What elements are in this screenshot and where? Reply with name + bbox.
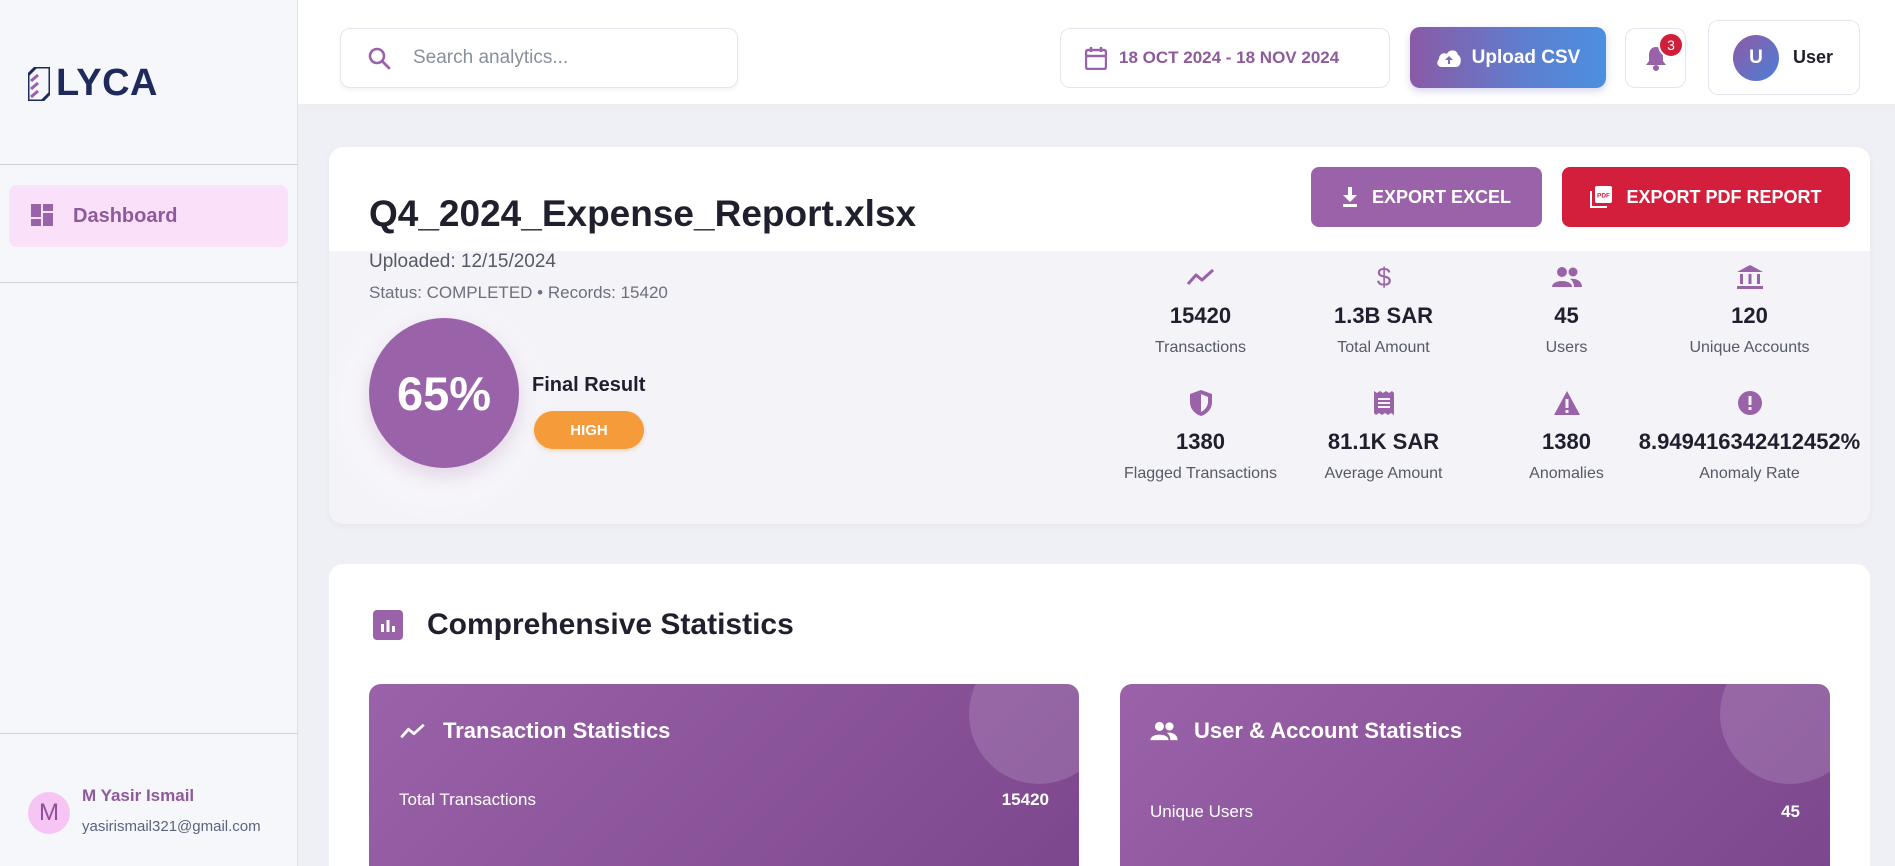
metric-anomaly-rate: 8.949416342412452% Anomaly Rate (1639, 385, 1860, 497)
sidebar-divider (0, 164, 298, 165)
download-icon (1342, 187, 1357, 207)
panel-title: User & Account Statistics (1194, 718, 1463, 743)
metric-value: 1.3B SAR (1333, 303, 1434, 328)
stat-value: 15420 (1001, 790, 1049, 809)
report-status-line: Status: COMPLETED • Records: 15420 (369, 283, 668, 302)
top-bar-shadow (298, 104, 1895, 118)
metric-total-amount: $ 1.3B SAR Total Amount (1292, 259, 1475, 371)
search-icon (368, 47, 391, 70)
upload-csv-label: Upload CSV (1471, 46, 1581, 68)
avatar: M (28, 792, 70, 834)
logo-mark-icon (28, 66, 50, 101)
user-name: M Yasir Ismail (82, 786, 195, 805)
metric-average-amount: 81.1K SAR Average Amount (1292, 385, 1475, 497)
notification-badge: 3 (1658, 32, 1684, 58)
comprehensive-statistics-card: Comprehensive Statistics Transaction Sta… (329, 564, 1870, 866)
sidebar-item-label: Dashboard (73, 204, 178, 227)
metric-value: 1380 (1542, 429, 1591, 454)
cloud-upload-icon (1436, 49, 1461, 67)
export-excel-button[interactable]: EXPORT EXCEL (1311, 167, 1542, 227)
upload-csv-button[interactable]: Upload CSV (1410, 27, 1606, 88)
export-excel-label: EXPORT EXCEL (1371, 186, 1512, 207)
alert-circle-icon (1737, 391, 1762, 415)
decorative-bubble (969, 684, 1079, 784)
pdf-icon: PDF (1590, 186, 1613, 208)
export-pdf-label: EXPORT PDF REPORT (1626, 186, 1822, 207)
warning-icon (1553, 391, 1580, 415)
report-upload-date: Uploaded: 12/15/2024 (369, 251, 556, 272)
transaction-statistics-panel: Transaction Statistics Total Transaction… (369, 684, 1079, 866)
user-menu-label: User (1793, 47, 1834, 67)
metric-anomalies: 1380 Anomalies (1475, 385, 1658, 497)
search-input[interactable] (413, 47, 713, 69)
report-file-name: Q4_2024_Expense_Report.xlsx (369, 193, 917, 234)
metric-unique-accounts: 120 Unique Accounts (1658, 259, 1841, 371)
metric-value: 1380 (1176, 429, 1225, 454)
panel-header: Transaction Statistics (399, 718, 670, 744)
metric-label: Total Amount (1337, 339, 1430, 356)
metric-value: 81.1K SAR (1327, 429, 1440, 454)
sidebar-divider (0, 282, 298, 283)
sidebar-user-profile[interactable]: M M Yasir Ismail yasirismail321@gmail.co… (28, 778, 261, 835)
stat-label: Unique Users (1150, 802, 1253, 821)
svg-text:PDF: PDF (1597, 193, 1610, 200)
report-summary-card: Q4_2024_Expense_Report.xlsx Uploaded: 12… (329, 147, 1870, 524)
metrics-grid: 15420 Transactions $ 1.3B SAR Total Amou… (1109, 259, 1860, 497)
date-range-text: 18 OCT 2024 - 18 NOV 2024 (1119, 48, 1340, 67)
metric-flagged-transactions: 1380 Flagged Transactions (1109, 385, 1292, 497)
stat-label: Total Transactions (399, 790, 537, 809)
receipt-icon (1373, 391, 1394, 415)
metric-value: 15420 (1169, 303, 1232, 328)
sidebar-item-dashboard[interactable]: Dashboard (9, 185, 288, 247)
bar-chart-icon (373, 610, 403, 640)
risk-score-circle: 65% (369, 318, 519, 468)
user-account-statistics-panel: User & Account Statistics Unique Users 4… (1120, 684, 1830, 866)
bank-icon (1736, 265, 1763, 289)
brand-name: LYCA (56, 62, 158, 104)
date-range-picker[interactable]: 18 OCT 2024 - 18 NOV 2024 (1060, 28, 1390, 88)
calendar-icon (1085, 47, 1107, 70)
decorative-bubble (1720, 684, 1830, 784)
metric-label: Anomaly Rate (1699, 465, 1800, 482)
panel-title: Transaction Statistics (443, 718, 671, 743)
stats-title: Comprehensive Statistics (427, 608, 794, 641)
metric-value: 8.949416342412452% (1638, 429, 1861, 454)
metric-label: Average Amount (1324, 465, 1443, 482)
metric-value: 45 (1554, 303, 1579, 328)
sidebar-divider (0, 733, 298, 734)
trend-icon (1186, 268, 1214, 285)
metric-value: 120 (1731, 303, 1768, 328)
metric-label: Anomalies (1529, 465, 1604, 482)
metric-label: Unique Accounts (1689, 339, 1810, 356)
export-pdf-button[interactable]: PDF EXPORT PDF REPORT (1562, 167, 1850, 227)
brand-logo[interactable]: LYCA (28, 62, 158, 105)
metric-transactions: 15420 Transactions (1109, 259, 1292, 371)
stats-header: Comprehensive Statistics (373, 608, 794, 642)
panel-header: User & Account Statistics (1150, 718, 1462, 744)
final-result-label: Final Result (532, 374, 646, 396)
users-icon (1150, 721, 1178, 741)
avatar: U (1733, 34, 1779, 81)
user-email: yasirismail321@gmail.com (82, 818, 261, 835)
trend-icon (400, 723, 425, 739)
sidebar: LYCA Dashboard M M Yasir Ismail yasirism… (0, 0, 298, 866)
shield-icon (1189, 390, 1212, 416)
stat-row: Total Transactions 15420 (399, 790, 1049, 810)
dashboard-icon (31, 204, 53, 226)
metric-label: Users (1545, 339, 1588, 356)
dollar-icon: $ (1376, 263, 1391, 291)
stat-row: Unique Users 45 (1150, 802, 1800, 822)
svg-text:$: $ (1376, 263, 1391, 291)
search-box[interactable] (340, 28, 738, 88)
metric-label: Transactions (1155, 339, 1246, 356)
metric-label: Flagged Transactions (1124, 465, 1277, 482)
metric-users: 45 Users (1475, 259, 1658, 371)
user-menu-button[interactable]: U User (1708, 20, 1860, 95)
risk-level-badge: HIGH (534, 411, 644, 449)
stat-value: 45 (1781, 802, 1800, 821)
users-icon (1551, 267, 1582, 287)
